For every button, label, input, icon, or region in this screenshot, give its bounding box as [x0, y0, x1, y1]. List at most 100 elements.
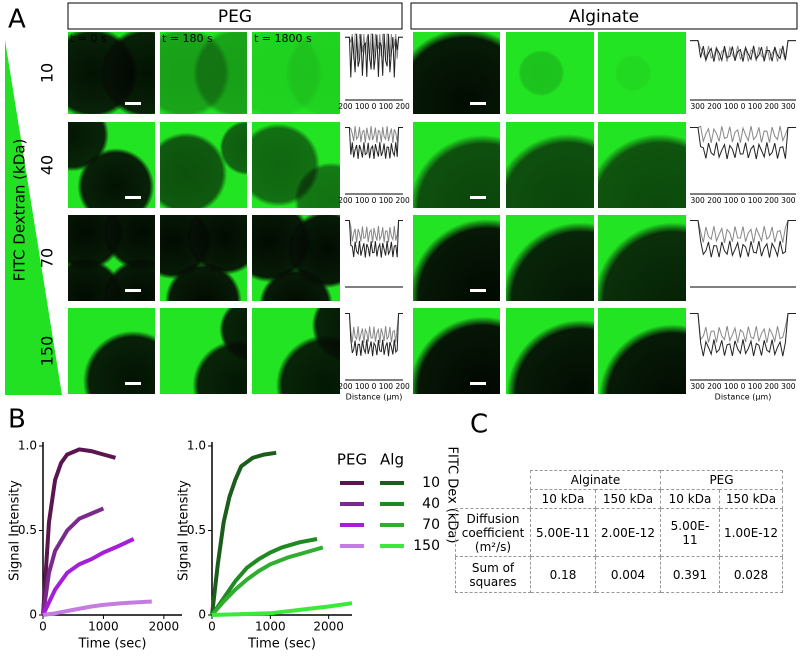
particle: [100, 32, 155, 114]
profile-ticks: 300 200 100 0 100 200 300: [691, 102, 796, 111]
x-axis-title: Time (sec): [247, 637, 316, 652]
x-tick-label: 2000: [313, 620, 344, 634]
profile-xlabel: Distance (μm): [715, 393, 772, 402]
panel-label: B: [8, 405, 26, 435]
row-header: Sum of squares: [455, 556, 531, 593]
micrograph: [160, 215, 247, 301]
particle: [506, 222, 594, 301]
x-tick-label: 0: [39, 620, 47, 634]
micrograph: [252, 215, 340, 301]
scale-bar: [125, 382, 141, 385]
micrograph: [598, 122, 686, 208]
table-cell: 1.00E-12: [719, 508, 783, 557]
particle: [165, 262, 242, 301]
x-tick-label: 0: [208, 620, 216, 634]
group-box: [67, 2, 403, 30]
micrograph: [68, 308, 155, 394]
micrograph: [252, 122, 340, 208]
profile-line: [690, 127, 796, 160]
profile-line: [690, 40, 796, 62]
particle: [77, 148, 155, 208]
table-subheader: 10 kDa: [660, 489, 720, 509]
scale-bar: [125, 289, 141, 292]
row-label: 70: [38, 248, 57, 268]
particle: [186, 215, 247, 275]
series-line: [210, 545, 324, 617]
micrograph: [68, 122, 155, 208]
particle: [219, 308, 247, 362]
micrograph: [506, 215, 594, 301]
micrograph: [160, 122, 247, 208]
scale-bar: [470, 196, 486, 199]
y-tick-label: 0.5: [187, 523, 206, 537]
profile-line: [690, 220, 796, 243]
micrograph: [413, 308, 500, 394]
legend-label: 10: [422, 475, 440, 491]
particle: [598, 222, 686, 301]
scale-bar: [125, 196, 141, 199]
profile-line: [345, 220, 403, 243]
y-tick-label: 0.5: [18, 523, 37, 537]
y-axis-title: Signal Intensity: [8, 480, 23, 581]
table-subheader: 150 kDa: [595, 489, 661, 509]
particle: [506, 134, 594, 208]
y-tick-label: 0: [198, 608, 206, 622]
micrograph: [160, 308, 247, 394]
profile-line: [345, 313, 403, 343]
particle: [294, 162, 340, 208]
profile-ticks: 300 200 100 0 100 200 300: [691, 196, 796, 205]
particle: [285, 32, 340, 114]
axis-title: FITC Dextran (kDa): [11, 139, 29, 282]
profile-line: [690, 125, 796, 144]
particle: [192, 32, 247, 114]
profile-ticks: 200 100 0 100 200: [338, 196, 410, 205]
scale-bar: [125, 102, 141, 105]
profile-ticks: 300 200 100 0 100 200 300: [691, 382, 796, 391]
micrograph: [506, 32, 594, 114]
micrograph: [413, 122, 500, 208]
row-label: 150: [38, 336, 57, 367]
table-subheader: 10 kDa: [530, 489, 596, 509]
particle: [413, 134, 500, 208]
table-cell: 5.00E-11: [530, 508, 596, 557]
table-cell: 2.00E-12: [595, 508, 661, 557]
y-axis-title: Signal Intensity: [177, 480, 192, 581]
particle: [614, 54, 652, 92]
particle: [599, 324, 686, 394]
table-cell: 0.18: [530, 556, 596, 593]
micrograph: [413, 215, 500, 301]
series-line: [211, 601, 353, 617]
micrograph: [413, 32, 500, 114]
table-subheader: 150 kDa: [719, 489, 783, 509]
particle: [598, 134, 686, 208]
group-box: [410, 2, 798, 30]
scale-bar: [470, 102, 486, 105]
micrograph: [598, 215, 686, 301]
x-tick-label: 1000: [255, 620, 286, 634]
y-tick-label: 1.0: [18, 439, 37, 453]
gradient-wedge: [5, 40, 62, 395]
particle: [103, 258, 155, 301]
particle: [518, 49, 565, 97]
micrograph: [598, 32, 686, 114]
row-header: Diffusion coefficient (m²/s): [455, 508, 531, 557]
legend-label: 150: [413, 538, 440, 554]
profile-line: [345, 313, 403, 357]
particle: [219, 122, 247, 176]
series-line: [42, 599, 152, 617]
micrograph: [68, 32, 155, 114]
particle: [103, 215, 155, 271]
y-tick-label: 0: [29, 608, 37, 622]
micrograph: [252, 308, 340, 394]
series-line: [210, 537, 318, 617]
particle: [311, 308, 340, 362]
profile-line: [345, 33, 403, 78]
table-group: Alginate: [530, 470, 661, 490]
profile-xlabel: Distance (μm): [346, 393, 403, 402]
legend-label: 40: [422, 496, 440, 512]
x-tick-label: 1000: [88, 620, 119, 634]
profile-line: [690, 40, 796, 63]
x-axis-title: Time (sec): [77, 637, 146, 652]
